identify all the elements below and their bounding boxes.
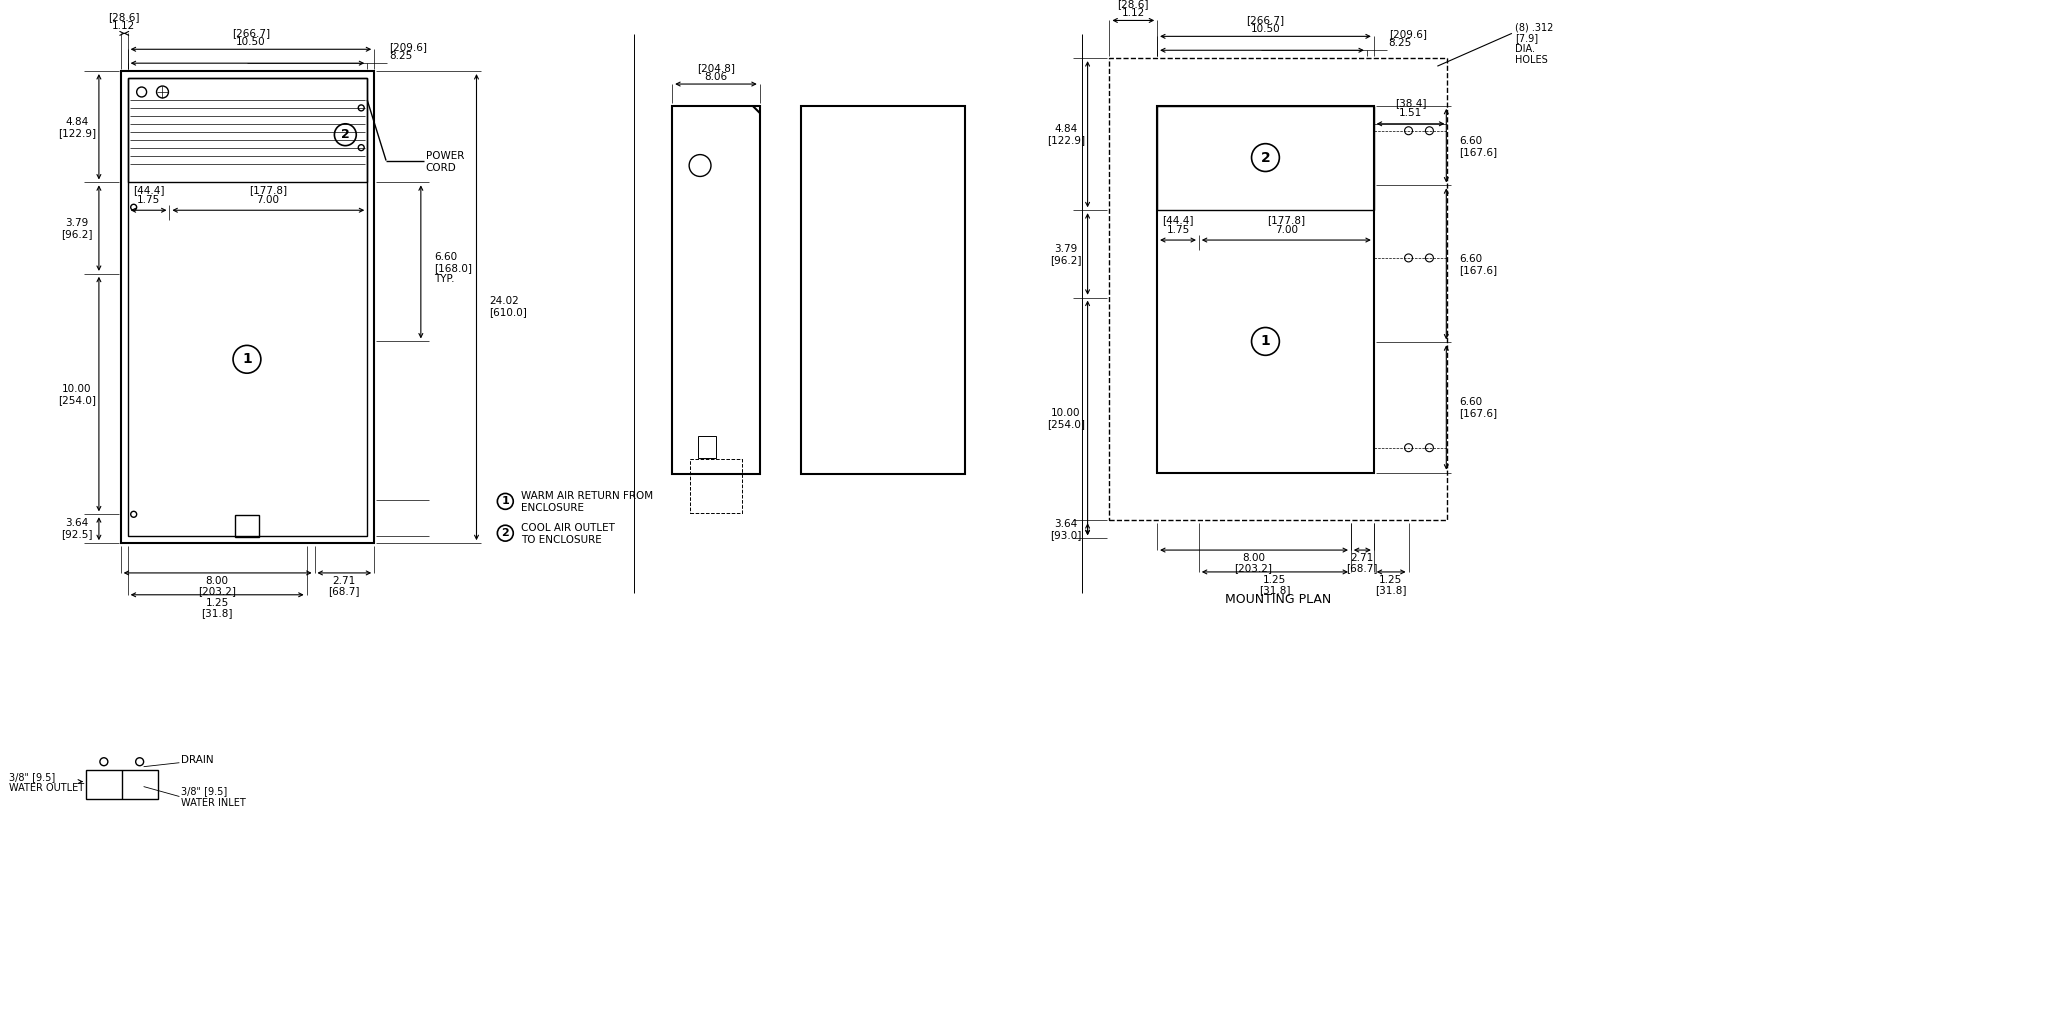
Bar	[801, 106, 965, 473]
Text: [177.8]: [177.8]	[248, 186, 287, 195]
Text: COOL AIR OUTLET: COOL AIR OUTLET	[520, 523, 614, 533]
Text: 4.84: 4.84	[66, 117, 88, 127]
Text: 8.25: 8.25	[1389, 38, 1411, 48]
Text: [209.6]: [209.6]	[389, 42, 428, 53]
Text: [177.8]: [177.8]	[1268, 215, 1305, 225]
Text: POWER: POWER	[426, 151, 465, 161]
Text: 1.25: 1.25	[1264, 575, 1286, 585]
Bar	[236, 516, 258, 537]
Text: [68.7]: [68.7]	[1346, 563, 1378, 573]
Text: [610.0]: [610.0]	[489, 307, 526, 318]
Bar	[127, 78, 367, 182]
Text: 10.00: 10.00	[61, 385, 92, 394]
Text: [93.0]: [93.0]	[1051, 530, 1081, 540]
Text: 6.60: 6.60	[434, 252, 457, 262]
Text: [96.2]: [96.2]	[1051, 255, 1081, 265]
Text: 8.06: 8.06	[705, 72, 727, 82]
Text: 1.25: 1.25	[1378, 575, 1403, 585]
Text: [266.7]: [266.7]	[231, 29, 270, 38]
Text: [254.0]: [254.0]	[1047, 419, 1085, 429]
Text: 1.12: 1.12	[113, 22, 135, 31]
Text: DRAIN: DRAIN	[182, 755, 213, 765]
Text: 7.00: 7.00	[256, 195, 279, 205]
Text: [209.6]: [209.6]	[1389, 29, 1427, 39]
Text: [28.6]: [28.6]	[109, 12, 139, 23]
Text: 1.75: 1.75	[1167, 225, 1190, 235]
Text: 1: 1	[1262, 334, 1270, 348]
Text: 1: 1	[502, 496, 510, 506]
Text: TO ENCLOSURE: TO ENCLOSURE	[520, 535, 602, 545]
Text: 24.02: 24.02	[489, 296, 518, 305]
Text: 2.71: 2.71	[332, 576, 356, 586]
Text: [122.9]: [122.9]	[57, 128, 96, 138]
Text: [92.5]: [92.5]	[61, 529, 92, 539]
Text: 8.00: 8.00	[1241, 553, 1266, 563]
Text: 3/8" [9.5]: 3/8" [9.5]	[182, 787, 227, 797]
Text: CORD: CORD	[426, 163, 457, 172]
Text: [266.7]: [266.7]	[1247, 15, 1284, 26]
Text: [167.6]: [167.6]	[1460, 408, 1497, 418]
Bar	[121, 71, 375, 543]
Text: 2.71: 2.71	[1350, 553, 1374, 563]
Text: 6.60: 6.60	[1460, 136, 1483, 145]
Text: 1.51: 1.51	[1399, 108, 1421, 118]
Text: (8) .312: (8) .312	[1516, 23, 1552, 32]
Text: WARM AIR RETURN FROM: WARM AIR RETURN FROM	[520, 492, 653, 501]
Text: 1.12: 1.12	[1122, 8, 1145, 19]
Text: [38.4]: [38.4]	[1395, 98, 1425, 108]
Bar	[86, 770, 158, 799]
Text: [167.6]: [167.6]	[1460, 146, 1497, 157]
Text: [254.0]: [254.0]	[57, 395, 96, 405]
Bar	[698, 436, 717, 458]
Text: 1.25: 1.25	[205, 598, 229, 607]
Text: ENCLOSURE: ENCLOSURE	[520, 503, 584, 513]
Text: [68.7]: [68.7]	[328, 586, 360, 596]
Text: MOUNTING PLAN: MOUNTING PLAN	[1225, 593, 1331, 606]
Text: 6.60: 6.60	[1460, 397, 1483, 407]
Text: [7.9]: [7.9]	[1516, 33, 1538, 43]
Text: [203.2]: [203.2]	[1235, 563, 1272, 573]
Text: 4.84: 4.84	[1055, 124, 1077, 134]
Bar	[1157, 106, 1374, 472]
Text: 3.79: 3.79	[66, 219, 88, 228]
Text: 2: 2	[502, 528, 510, 538]
Text: HOLES: HOLES	[1516, 56, 1548, 65]
Text: 10.50: 10.50	[236, 37, 266, 47]
Text: [167.6]: [167.6]	[1460, 265, 1497, 275]
Bar	[690, 459, 741, 513]
Text: WATER OUTLET: WATER OUTLET	[10, 783, 84, 793]
Text: 1.75: 1.75	[137, 195, 160, 205]
Text: 8.00: 8.00	[205, 576, 229, 586]
Text: 6.60: 6.60	[1460, 254, 1483, 264]
Text: 1: 1	[242, 353, 252, 366]
Bar	[1110, 58, 1448, 521]
Text: TYP.: TYP.	[434, 274, 455, 284]
Bar	[1157, 106, 1374, 210]
Text: [44.4]: [44.4]	[1163, 215, 1194, 225]
Text: [31.8]: [31.8]	[1374, 585, 1407, 595]
Text: [31.8]: [31.8]	[201, 607, 233, 618]
Text: 8.25: 8.25	[389, 52, 412, 61]
Text: [122.9]: [122.9]	[1047, 135, 1085, 144]
Text: [204.8]: [204.8]	[696, 63, 735, 73]
Bar	[127, 78, 367, 536]
Text: 2: 2	[340, 128, 350, 141]
Text: 3.64: 3.64	[1055, 520, 1077, 529]
Text: [31.8]: [31.8]	[1260, 585, 1290, 595]
Text: [28.6]: [28.6]	[1118, 0, 1149, 9]
Text: [96.2]: [96.2]	[61, 229, 92, 239]
Text: 7.00: 7.00	[1274, 225, 1298, 235]
Bar	[672, 106, 760, 473]
Text: 10.00: 10.00	[1051, 408, 1081, 418]
Text: [203.2]: [203.2]	[199, 586, 236, 596]
Text: 3.79: 3.79	[1055, 244, 1077, 254]
Text: DIA.: DIA.	[1516, 44, 1534, 55]
Text: WATER INLET: WATER INLET	[182, 798, 246, 808]
Text: 3.64: 3.64	[66, 519, 88, 528]
Text: [168.0]: [168.0]	[434, 263, 471, 273]
Text: 2: 2	[1262, 151, 1270, 165]
Text: [44.4]: [44.4]	[133, 186, 164, 195]
Text: 3/8" [9.5]: 3/8" [9.5]	[10, 771, 55, 781]
Text: 10.50: 10.50	[1251, 25, 1280, 34]
